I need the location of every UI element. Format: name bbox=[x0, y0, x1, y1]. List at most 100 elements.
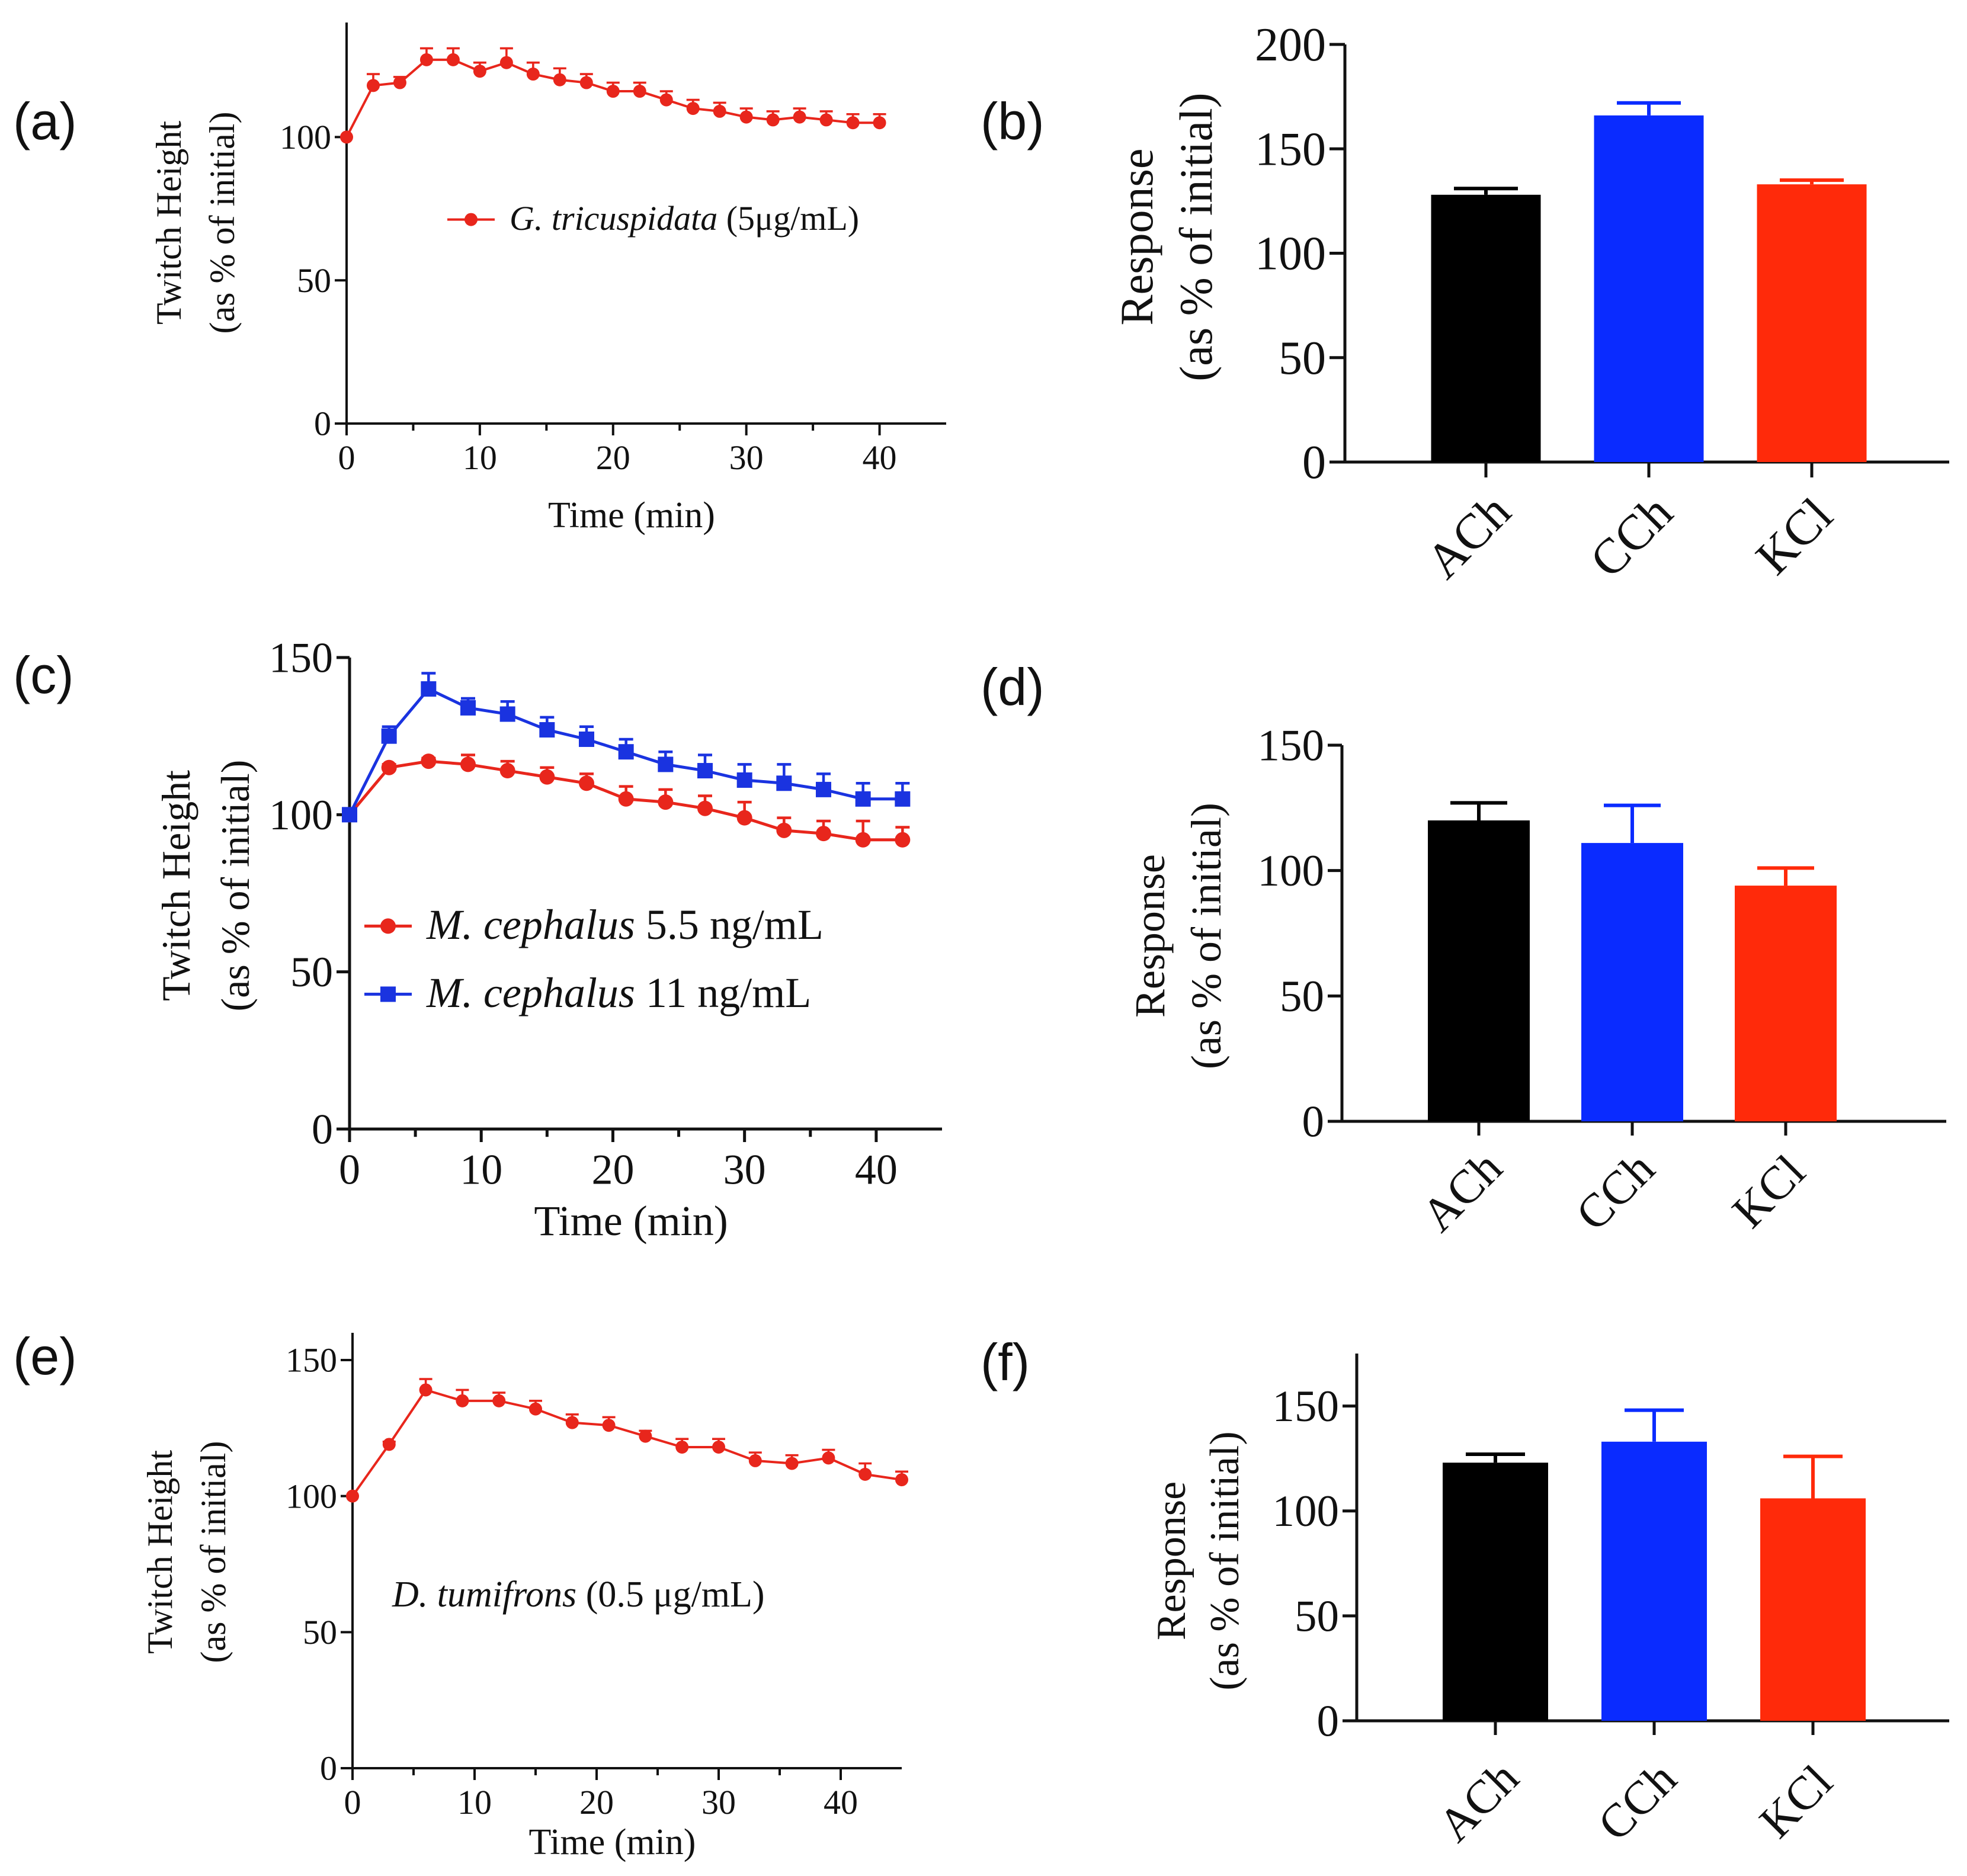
data-point bbox=[618, 791, 634, 807]
data-point bbox=[822, 1451, 835, 1465]
category-label: CCh bbox=[1580, 485, 1683, 588]
data-point bbox=[736, 772, 752, 788]
data-point bbox=[846, 116, 860, 130]
y-tick-label: 50 bbox=[1279, 332, 1326, 384]
data-point bbox=[785, 1457, 799, 1470]
panel-b: (b) Response (as % of initial) 0 50 100 150 200… bbox=[981, 19, 1949, 589]
bar-cch bbox=[1594, 115, 1704, 463]
data-point bbox=[606, 85, 620, 98]
data-point bbox=[739, 110, 753, 124]
x-tick-label: 10 bbox=[457, 1783, 492, 1822]
data-point bbox=[342, 807, 357, 823]
legend-concentration: 5.5 ng/mL bbox=[635, 901, 824, 948]
data-point bbox=[579, 731, 594, 747]
y-tick-label: 150 bbox=[1258, 721, 1325, 771]
data-point bbox=[565, 1416, 579, 1429]
x-tick-label: 40 bbox=[855, 1146, 898, 1194]
data-point bbox=[618, 744, 634, 760]
data-point bbox=[539, 769, 555, 785]
bar-kcl bbox=[1760, 1498, 1866, 1721]
x-tick-label: 30 bbox=[701, 1783, 736, 1822]
data-point bbox=[658, 756, 674, 772]
data-point bbox=[382, 1438, 396, 1451]
x-tick-label: 0 bbox=[344, 1783, 361, 1822]
y-tick-label: 150 bbox=[1273, 1382, 1340, 1431]
series-line bbox=[345, 58, 880, 138]
x-tick-label: 30 bbox=[729, 438, 764, 477]
data-point bbox=[499, 763, 515, 779]
data-point bbox=[381, 728, 397, 744]
data-point bbox=[340, 130, 353, 144]
bar-kcl bbox=[1735, 886, 1837, 1121]
data-point bbox=[579, 76, 593, 89]
bar-cch bbox=[1581, 843, 1683, 1121]
data-point bbox=[421, 681, 437, 697]
data-point bbox=[602, 1419, 616, 1432]
panel-label-a: (a) bbox=[13, 92, 77, 150]
y-axis-label-line1: Twitch Height bbox=[149, 121, 188, 325]
legend-entry: G. tricuspidata (5μg/mL) bbox=[510, 199, 859, 238]
panel-a: (a) Twitch Height (as % of initial) 0 50 100 0… bbox=[13, 23, 946, 535]
data-point bbox=[421, 753, 437, 769]
data-point bbox=[858, 1467, 872, 1481]
data-point bbox=[776, 822, 792, 838]
data-point bbox=[579, 775, 594, 791]
y-tick-label: 0 bbox=[312, 1105, 333, 1153]
x-tick-label: 30 bbox=[723, 1146, 766, 1194]
data-point bbox=[658, 794, 674, 810]
x-tick-label: 10 bbox=[463, 438, 497, 477]
y-tick-label: 0 bbox=[320, 1749, 337, 1788]
panel-d: (d) Response (as % of initial) 0 50 100 150 ACh… bbox=[981, 658, 1946, 1242]
y-axis-label-line1: Twitch Height bbox=[153, 770, 198, 1001]
legend-concentration: 11 ng/mL bbox=[635, 969, 811, 1016]
data-point bbox=[697, 763, 713, 779]
bar-ach bbox=[1431, 194, 1541, 462]
data-point bbox=[419, 1383, 433, 1397]
data-point bbox=[675, 1440, 689, 1454]
y-axis-label-line2: (as % of initial) bbox=[1183, 803, 1230, 1069]
bar-ach bbox=[1443, 1463, 1548, 1721]
y-tick-label: 100 bbox=[1258, 846, 1325, 896]
data-point bbox=[499, 56, 513, 69]
category-label: CCh bbox=[1588, 1753, 1687, 1851]
data-point bbox=[539, 722, 555, 738]
data-point bbox=[855, 832, 871, 848]
data-point bbox=[713, 104, 726, 118]
data-point bbox=[659, 93, 673, 107]
data-point bbox=[526, 68, 540, 81]
legend-species: M. cephalus bbox=[426, 901, 635, 948]
y-axis-label-line1: Response bbox=[1111, 149, 1162, 326]
data-point bbox=[895, 832, 911, 848]
category-label: ACh bbox=[1428, 1752, 1529, 1852]
data-point bbox=[639, 1429, 652, 1443]
x-tick-label: 40 bbox=[824, 1783, 858, 1822]
series-line bbox=[351, 1388, 902, 1497]
data-point bbox=[419, 53, 433, 66]
data-point bbox=[816, 826, 831, 842]
y-tick-label: 150 bbox=[269, 634, 333, 681]
y-tick-label: 50 bbox=[303, 1613, 337, 1651]
y-tick-label: 50 bbox=[1295, 1592, 1339, 1641]
legend-marker bbox=[464, 213, 478, 226]
y-tick-label: 100 bbox=[1273, 1487, 1340, 1536]
legend-entry: M. cephalus 11 ng/mL bbox=[426, 969, 811, 1016]
data-point bbox=[766, 113, 780, 127]
legend-species: G. tricuspidata bbox=[510, 199, 717, 238]
y-tick-label: 200 bbox=[1255, 19, 1326, 71]
y-axis-label-line2: (as % of initial) bbox=[203, 112, 242, 334]
y-axis-label-line2: (as % of initial) bbox=[194, 1441, 233, 1663]
y-axis-label-line2: (as % of initial) bbox=[213, 760, 258, 1012]
series-1 bbox=[342, 753, 911, 848]
annotation: D. tumifrons (0.5 μg/mL) bbox=[392, 1574, 765, 1615]
bar-kcl bbox=[1757, 184, 1867, 462]
series-1 bbox=[346, 1378, 908, 1503]
panel-label-d: (d) bbox=[981, 658, 1045, 716]
data-point bbox=[456, 1394, 469, 1407]
legend-marker bbox=[380, 918, 396, 934]
data-point bbox=[499, 706, 515, 722]
category-label: CCh bbox=[1566, 1143, 1665, 1241]
data-point bbox=[776, 775, 792, 791]
data-point bbox=[473, 65, 486, 78]
category-label: KCl bbox=[1745, 488, 1843, 585]
